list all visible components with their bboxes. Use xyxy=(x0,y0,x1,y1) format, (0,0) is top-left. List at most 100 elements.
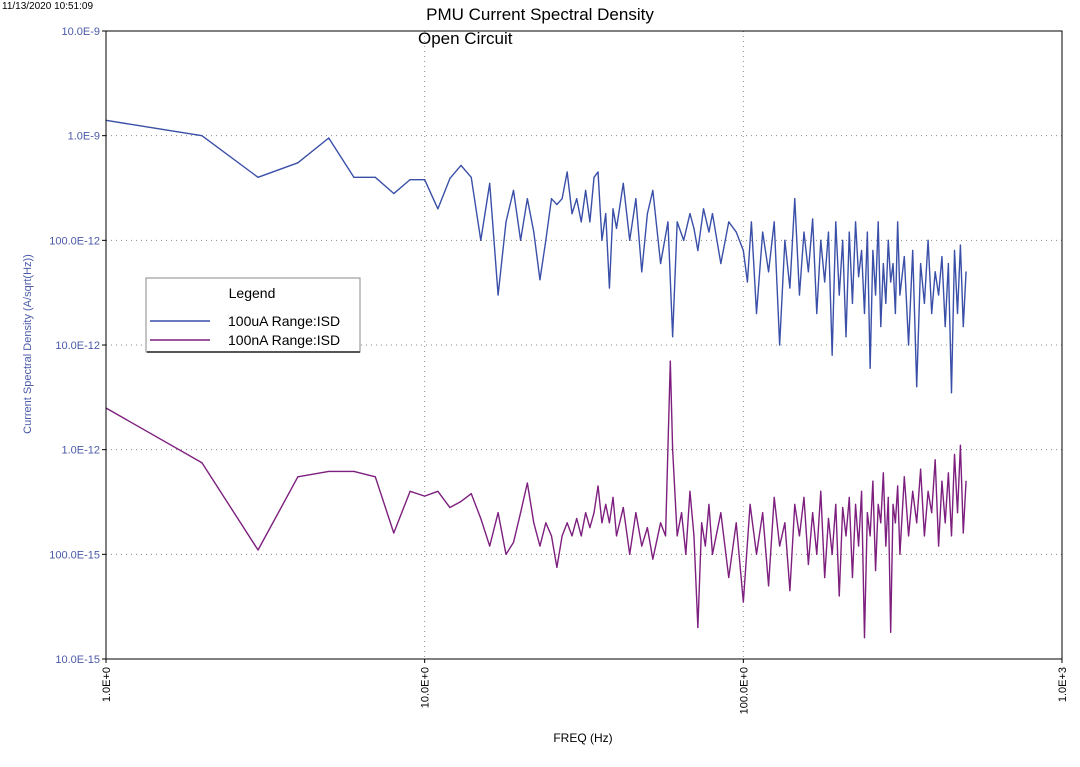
series-1-point xyxy=(667,221,669,223)
series-line-2 xyxy=(105,360,967,639)
series-1 xyxy=(105,119,967,394)
series-1-point xyxy=(746,281,749,283)
series-1-point xyxy=(683,239,685,241)
series-1-point xyxy=(750,221,753,223)
y-tick-label: 10.0E-12 xyxy=(55,340,100,352)
y-axis-label: Current Spectral Density (A/sqrt(Hz)) xyxy=(22,254,34,434)
series-1-point xyxy=(920,262,922,265)
series-2-point xyxy=(827,517,830,520)
series-2-point xyxy=(635,512,637,514)
series-2-point xyxy=(652,558,654,560)
series-1-point xyxy=(953,249,956,252)
series-2-point xyxy=(941,480,943,482)
series-1-point xyxy=(851,302,854,304)
series-1-point xyxy=(789,287,791,289)
series-2 xyxy=(105,360,967,639)
series-2-point xyxy=(728,576,730,579)
series-1-point xyxy=(885,302,887,304)
series-1-point xyxy=(944,325,946,328)
series-2-point xyxy=(824,576,826,579)
series-1-point xyxy=(480,239,482,241)
series-2-point xyxy=(701,522,703,524)
series-1-point xyxy=(890,281,892,283)
series-2-point xyxy=(470,493,472,495)
series-2-point xyxy=(593,512,595,514)
series-1-point xyxy=(962,325,964,328)
series-2-point xyxy=(831,553,833,555)
series-1-point xyxy=(672,336,674,338)
series-2-point xyxy=(556,566,558,569)
series-2-point xyxy=(680,512,683,514)
series-2-point xyxy=(835,503,837,505)
series-1-point xyxy=(728,221,730,223)
series-2-point xyxy=(874,569,877,572)
series-1-point xyxy=(863,312,866,315)
series-1-point xyxy=(860,249,863,252)
series-1-point xyxy=(629,239,631,241)
series-2-point xyxy=(409,490,411,492)
series-1-point xyxy=(798,294,801,296)
series-1-point xyxy=(938,294,940,296)
y-tick-label: 1.0E-12 xyxy=(61,445,100,457)
series-2-point xyxy=(257,549,259,551)
series-2-point xyxy=(672,449,674,451)
series-2-point xyxy=(848,496,850,498)
series-1-point xyxy=(894,312,896,315)
series-2-point xyxy=(779,545,781,547)
series-1-point xyxy=(353,176,355,178)
series-1-point xyxy=(767,271,770,273)
series-2-point xyxy=(749,503,751,505)
series-2-point xyxy=(460,500,462,503)
series-1-point xyxy=(872,249,874,252)
series-1-point xyxy=(956,312,959,315)
series-2-point xyxy=(601,522,603,524)
legend[interactable]: Legend 100uA Range:ISD 100nA Range:ISD xyxy=(145,277,361,353)
series-2-point xyxy=(328,470,330,472)
series-2-point xyxy=(931,512,933,514)
series-2-point xyxy=(711,553,714,555)
series-1-point xyxy=(641,271,643,273)
series-2-point xyxy=(489,545,491,547)
series-1-point xyxy=(622,182,624,184)
series-2-point xyxy=(539,545,541,547)
series-1-point xyxy=(812,218,814,220)
series-2-point xyxy=(894,522,896,524)
series-2-point xyxy=(561,535,563,537)
series-2-point xyxy=(784,522,786,524)
series-2-point xyxy=(629,553,631,555)
series-1-point xyxy=(593,176,595,178)
series-1-point xyxy=(576,198,578,200)
x-tick-label: 1.0E+3 xyxy=(1057,667,1069,702)
series-1-point xyxy=(393,192,395,195)
series-2-point xyxy=(887,496,889,498)
series-2-point xyxy=(660,522,662,524)
series-2-point xyxy=(580,535,582,537)
series-1-point xyxy=(882,262,884,265)
series-2-point xyxy=(735,522,737,524)
series-2-point xyxy=(605,503,607,505)
series-layer xyxy=(105,119,967,639)
series-1-point xyxy=(566,171,568,173)
series-1-point xyxy=(711,213,714,215)
series-1-point xyxy=(697,249,699,252)
y-axis: 10.0E-9 1.0E-9 100.0E-12 10.0E-12 1.0E-12 100… xyxy=(49,26,106,666)
series-2-point xyxy=(755,553,758,555)
series-1-point xyxy=(807,271,809,273)
series-2-point xyxy=(685,553,687,555)
series-1-point xyxy=(907,344,910,346)
series-1-point xyxy=(854,221,857,223)
y-tick-label: 1.0E-9 xyxy=(68,131,100,143)
series-2-point xyxy=(866,512,868,514)
series-2-point xyxy=(838,595,840,597)
series-1-point xyxy=(328,137,330,139)
series-2-point xyxy=(566,522,568,524)
series-1-point xyxy=(556,203,558,206)
series-1-point xyxy=(424,179,426,181)
series-2-point xyxy=(816,553,818,555)
series-1-point xyxy=(742,249,744,252)
series-2-point xyxy=(845,535,847,537)
series-1-point xyxy=(526,198,528,200)
series-2-point xyxy=(907,535,910,537)
series-1-point xyxy=(897,221,899,223)
legend-title: Legend xyxy=(229,285,276,301)
